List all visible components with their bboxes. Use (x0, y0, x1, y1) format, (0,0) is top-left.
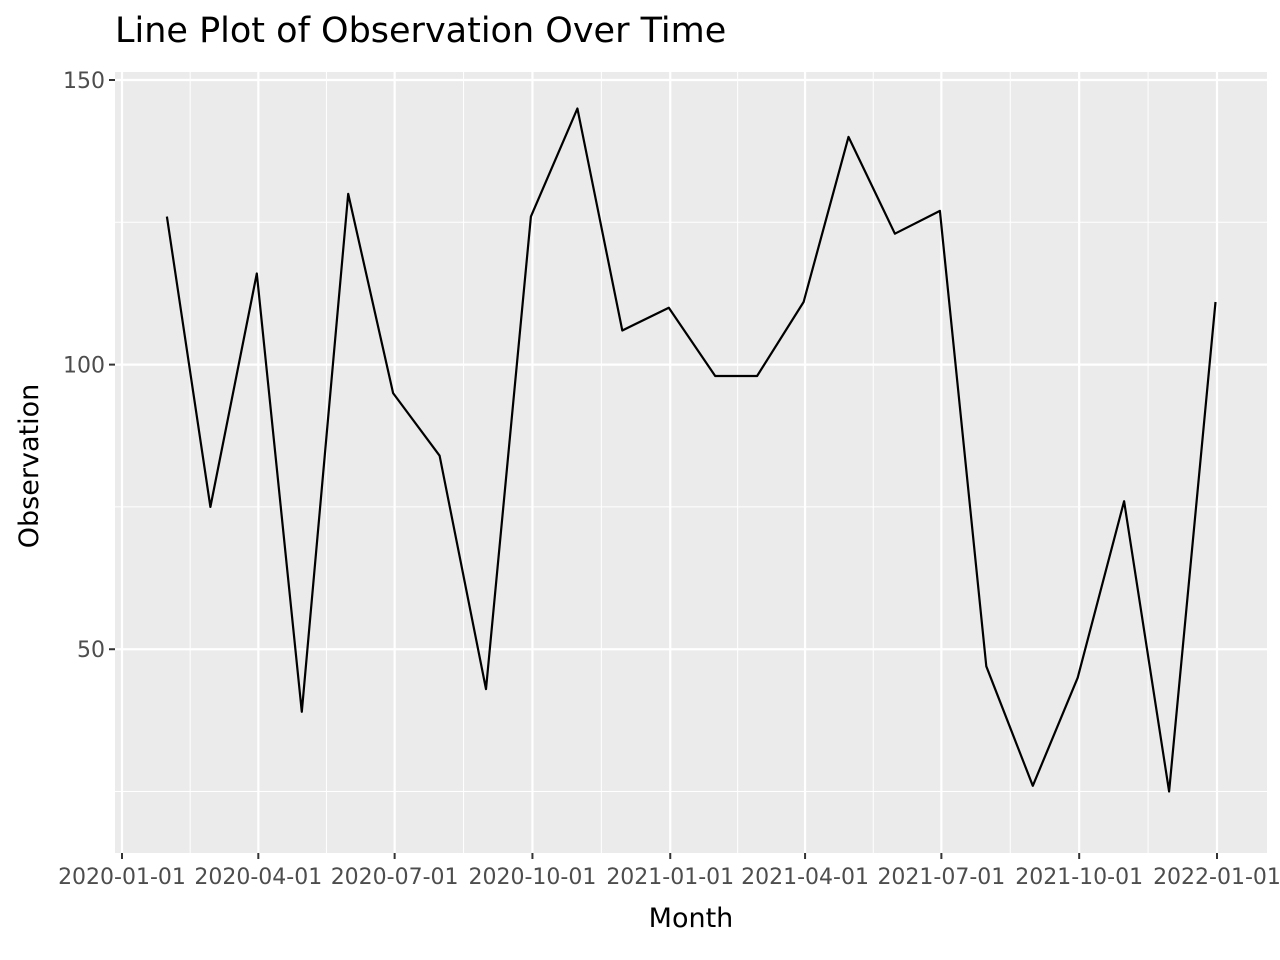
y-axis: 50 100 150 (63, 69, 115, 663)
x-tick-label: 2021-10-01 (1015, 865, 1143, 890)
y-tick-label: 150 (63, 69, 105, 94)
y-tick-label: 100 (63, 354, 105, 379)
x-tick-label: 2020-07-01 (331, 865, 459, 890)
x-tick-label: 2022-01-01 (1153, 865, 1280, 890)
x-tick-label: 2020-10-01 (469, 865, 597, 890)
x-tick-label: 2020-01-01 (58, 865, 186, 890)
minor-grid (115, 72, 1267, 853)
y-tick-label: 50 (77, 638, 105, 663)
x-axis: 2020-01-01 2020-04-01 2020-07-01 2020-10-01… (58, 853, 1280, 890)
y-axis-title: Observation (14, 384, 45, 548)
x-tick-label: 2021-07-01 (877, 865, 1005, 890)
x-tick-label: 2020-04-01 (194, 865, 322, 890)
chart-title: Line Plot of Observation Over Time (115, 11, 726, 51)
x-tick-label: 2021-04-01 (741, 865, 869, 890)
major-grid (115, 72, 1267, 853)
series-line (165, 107, 1217, 793)
x-axis-title: Month (649, 903, 734, 934)
plot-panel (115, 72, 1267, 853)
x-tick-label: 2021-01-01 (606, 865, 734, 890)
